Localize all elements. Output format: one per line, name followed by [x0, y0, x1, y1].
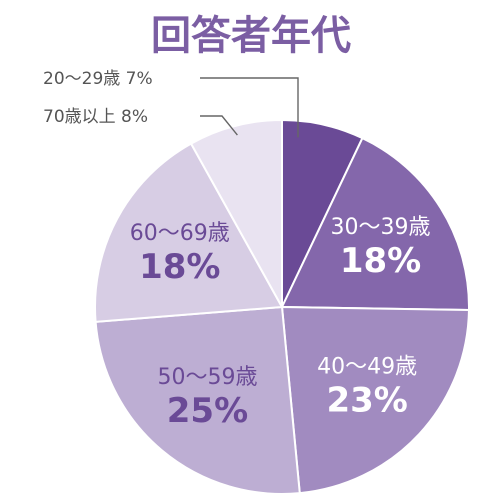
chart-title: 回答者年代 — [151, 13, 351, 59]
pie-slice-label-5: 60～69歳 — [130, 221, 230, 246]
callout-leader-line-1 — [200, 77, 299, 138]
pie-slice-6 — [189, 118, 283, 311]
callout-label-2: 70歳以上 8% — [43, 107, 148, 127]
pie-slice-5 — [94, 142, 284, 323]
pie-callouts: 20～29歳 7% 70歳以上 8% — [43, 69, 299, 138]
pie-slice-3 — [280, 305, 470, 495]
pie-slice-value-3: 23% — [326, 381, 407, 421]
pie-slice-label-2: 30～39歳 — [331, 215, 431, 240]
pie-slice-4 — [94, 305, 301, 495]
pie-slice-label-3: 40～49歳 — [317, 355, 417, 380]
pie-slice-label-4: 50～59歳 — [157, 365, 257, 390]
pie-slice-2 — [280, 136, 470, 311]
pie-slice-value-5: 18% — [139, 247, 220, 287]
pie-slice-value-4: 25% — [167, 391, 248, 431]
callout-label-1: 20～29歳 7% — [43, 69, 153, 89]
callout-leader-line-2 — [200, 115, 238, 136]
pie-slice-value-2: 18% — [340, 241, 421, 281]
pie-slices — [94, 118, 470, 495]
